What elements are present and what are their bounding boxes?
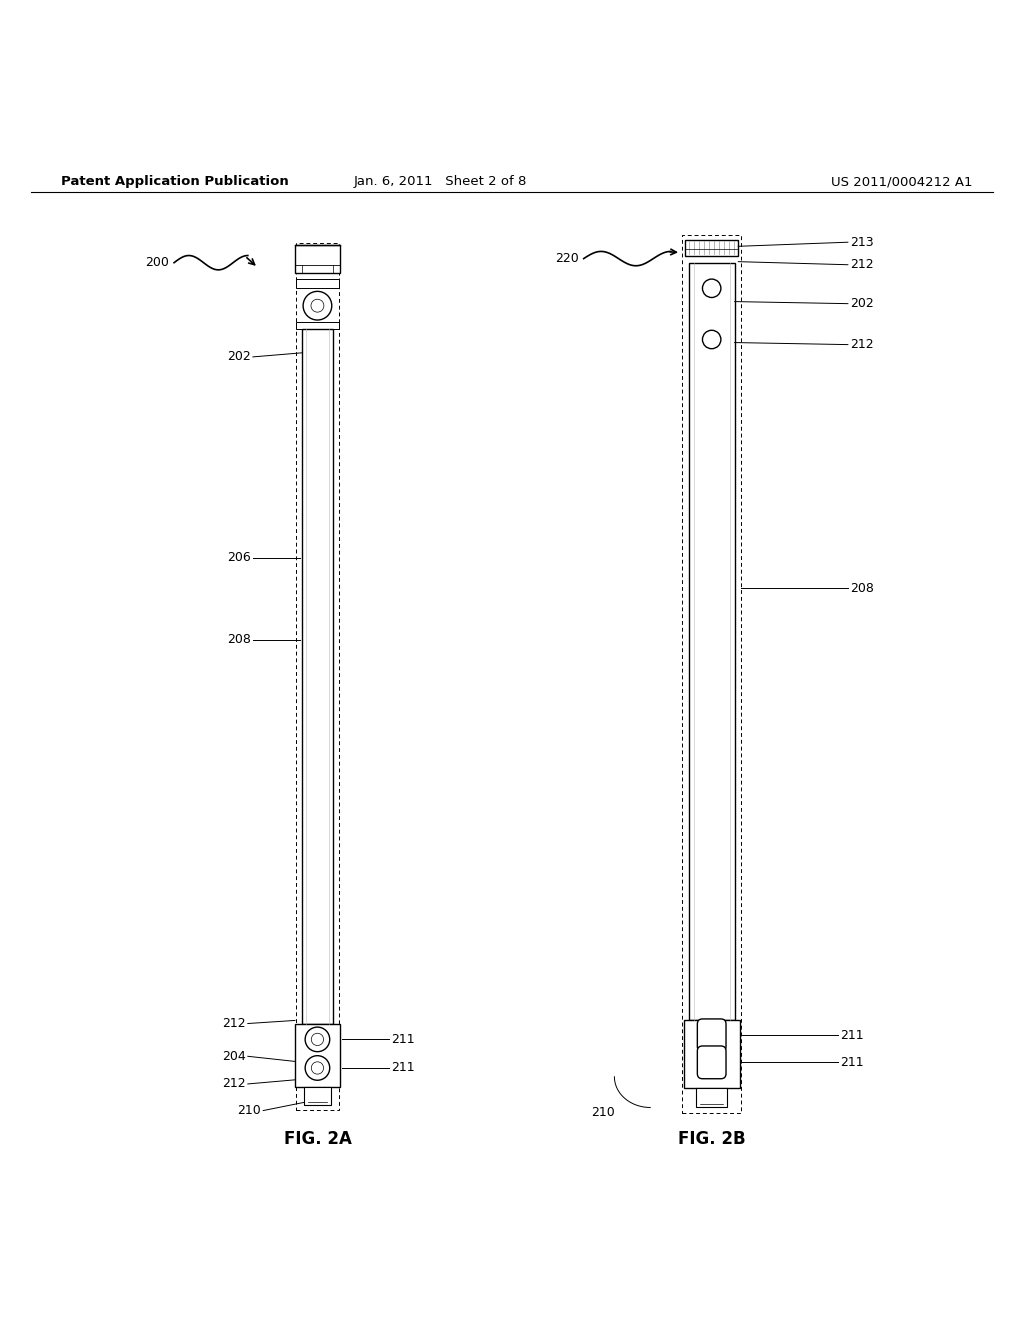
Text: 213: 213 xyxy=(850,236,873,248)
FancyBboxPatch shape xyxy=(697,1045,726,1078)
Text: 211: 211 xyxy=(840,1056,863,1069)
Circle shape xyxy=(305,1056,330,1080)
Text: 211: 211 xyxy=(391,1061,415,1074)
Circle shape xyxy=(702,279,721,297)
Text: 200: 200 xyxy=(145,256,169,269)
Circle shape xyxy=(311,1034,324,1045)
Circle shape xyxy=(311,300,324,312)
Text: Patent Application Publication: Patent Application Publication xyxy=(61,176,289,189)
Bar xyxy=(304,1086,331,1105)
Text: 210: 210 xyxy=(591,1106,614,1119)
Text: 210: 210 xyxy=(238,1104,261,1117)
Bar xyxy=(685,240,738,256)
Bar xyxy=(295,1023,340,1086)
FancyBboxPatch shape xyxy=(697,1019,726,1052)
Bar xyxy=(296,279,339,288)
Circle shape xyxy=(702,330,721,348)
Text: 202: 202 xyxy=(227,350,251,363)
Text: 212: 212 xyxy=(222,1077,246,1090)
Circle shape xyxy=(303,292,332,319)
Bar xyxy=(696,1088,727,1107)
Text: 204: 204 xyxy=(222,1049,246,1063)
Text: 208: 208 xyxy=(227,634,251,645)
Text: 220: 220 xyxy=(555,252,579,265)
Bar xyxy=(682,235,741,1113)
Bar xyxy=(296,243,339,1110)
Text: FIG. 2A: FIG. 2A xyxy=(284,1130,351,1148)
Text: 211: 211 xyxy=(840,1028,863,1041)
Text: Jan. 6, 2011   Sheet 2 of 8: Jan. 6, 2011 Sheet 2 of 8 xyxy=(353,176,527,189)
Bar xyxy=(296,322,339,329)
Text: 212: 212 xyxy=(850,338,873,351)
Text: FIG. 2B: FIG. 2B xyxy=(678,1130,745,1148)
Text: 212: 212 xyxy=(850,259,873,271)
Text: 212: 212 xyxy=(222,1016,246,1030)
Text: 208: 208 xyxy=(850,582,873,595)
Circle shape xyxy=(311,1061,324,1074)
Bar xyxy=(684,1020,739,1088)
Circle shape xyxy=(305,1027,330,1052)
Text: 206: 206 xyxy=(227,552,251,564)
Bar xyxy=(295,246,340,273)
Text: 211: 211 xyxy=(391,1032,415,1045)
Bar xyxy=(688,263,735,1020)
Text: 202: 202 xyxy=(850,297,873,310)
Text: US 2011/0004212 A1: US 2011/0004212 A1 xyxy=(831,176,973,189)
Bar xyxy=(302,329,333,1023)
